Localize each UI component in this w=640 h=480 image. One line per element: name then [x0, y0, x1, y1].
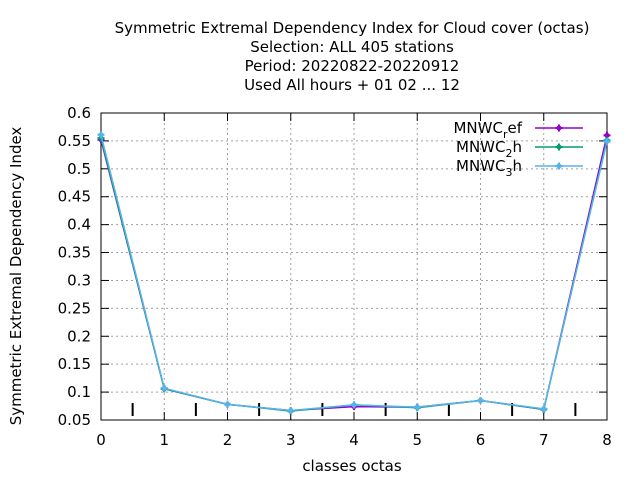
data-point-dot	[288, 408, 294, 414]
y-tick-label: 0.25	[58, 299, 91, 317]
x-tick-label: 2	[223, 431, 233, 449]
legend-entry-1: MNWCref	[453, 119, 583, 141]
data-point-dot	[478, 397, 483, 403]
legend-label: MNWCref	[453, 119, 522, 141]
y-axis-label: Symmetric Extremal Dependency Index	[7, 127, 25, 426]
x-tick-label: 3	[286, 431, 296, 449]
y-tick-label: 0.6	[67, 104, 91, 122]
y-tick-label: 0.4	[67, 216, 91, 234]
y-tick-label: 0.55	[58, 132, 91, 150]
x-axis-label: classes octas	[302, 457, 402, 475]
x-tick-label: 8	[602, 431, 612, 449]
data-point-dot	[414, 404, 420, 410]
y-tick-label: 0.1	[67, 383, 91, 401]
x-tick-label: 4	[349, 431, 359, 449]
y-tick-label: 0.15	[58, 355, 91, 373]
tick-labels: 0.05 0.1 0.15 0.2 0.25 0.3 0.35 0.4 0.45 0.5 0.55 0…	[58, 104, 612, 449]
x-tick-label: 6	[476, 431, 486, 449]
data-point-dot	[225, 401, 230, 407]
data-point-dot	[604, 138, 610, 144]
series-layer	[97, 131, 611, 415]
x-tick-label: 0	[96, 431, 106, 449]
title-line-4: Used All hours + 01 02 ... 12	[244, 76, 460, 94]
chart-title: Symmetric Extremal Dependency Index for …	[115, 19, 590, 94]
x-tick-label: 5	[412, 431, 422, 449]
y-tick-label: 0.35	[58, 244, 91, 262]
data-point-dot	[351, 402, 357, 408]
data-point-dot	[604, 132, 610, 138]
y-tick-label: 0.2	[67, 327, 91, 345]
grid	[101, 113, 607, 420]
legend-entry-2: MNWC2h	[456, 138, 583, 160]
class-boundary-markers	[131, 403, 577, 416]
legend-marker-dot	[556, 125, 562, 131]
data-point-dot	[161, 385, 167, 391]
y-tick-label: 0.05	[58, 411, 91, 429]
data-point-dot	[98, 132, 104, 138]
legend-marker-dot	[556, 163, 562, 169]
legend-label: MNWC3h	[456, 157, 522, 179]
title-line-1: Symmetric Extremal Dependency Index for …	[115, 19, 590, 37]
title-line-2: Selection: ALL 405 stations	[250, 38, 454, 56]
data-point-dot	[541, 406, 547, 412]
x-tick-label: 1	[159, 431, 169, 449]
legend-entry-3: MNWC3h	[456, 157, 583, 179]
plot-border	[100, 112, 608, 421]
y-tick-label: 0.45	[58, 188, 91, 206]
title-line-3: Period: 20220822-20220912	[245, 57, 460, 75]
series-3	[97, 131, 611, 415]
y-tick-label: 0.3	[67, 271, 91, 289]
x-tick-label: 7	[539, 431, 549, 449]
y-tick-label: 0.5	[67, 160, 91, 178]
legend-marker-dot	[556, 144, 562, 150]
legend-label: MNWC2h	[456, 138, 522, 160]
